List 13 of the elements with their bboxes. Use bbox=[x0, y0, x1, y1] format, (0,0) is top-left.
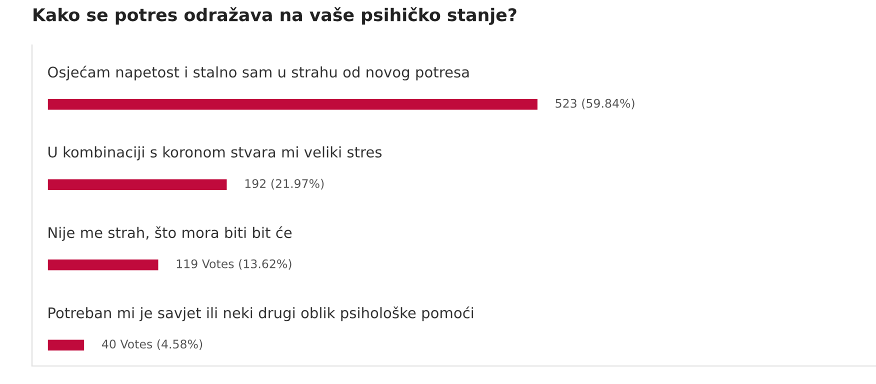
y-tick-label: U kombinaciji s koronom stvara mi veliki stres bbox=[48, 146, 382, 160]
data-label: 119 Votes (13.62%) bbox=[176, 259, 292, 270]
bar bbox=[46, 338, 86, 352]
bar bbox=[46, 258, 160, 272]
data-label: 192 (21.97%) bbox=[245, 178, 324, 190]
data-label: 523 (59.84%) bbox=[556, 98, 634, 110]
chart-title: Kako se potres odražava na vaše psihičko stanje? bbox=[34, 7, 516, 25]
bar bbox=[46, 178, 228, 192]
bar bbox=[46, 98, 539, 112]
data-label: 40 Votes (4.58%) bbox=[102, 339, 202, 350]
y-tick-label: Nije me strah, što mora biti bit će bbox=[48, 226, 292, 241]
y-tick-label: Osjećam napetost i stalno sam u strahu od novog potresa bbox=[48, 66, 469, 80]
y-tick-label: Potreban mi je savjet ili neki drugi oblik psihološke pomoći bbox=[48, 306, 474, 322]
